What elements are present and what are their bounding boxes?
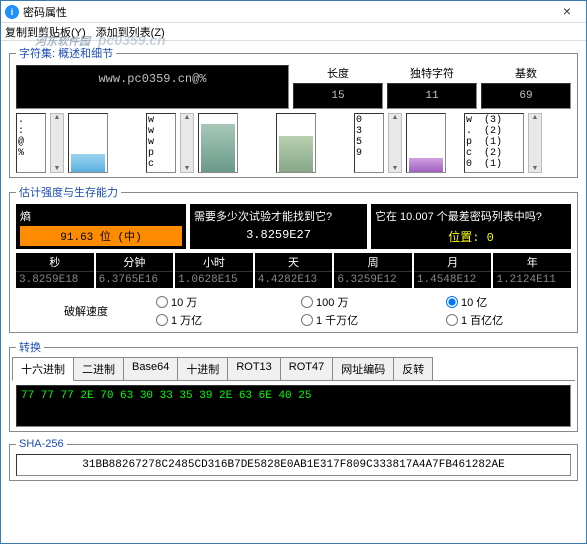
speed-radio[interactable]: 1 百亿亿 xyxy=(446,312,571,328)
tab-2[interactable]: Base64 xyxy=(123,357,178,380)
entropy-value: 91.63 位 (中) xyxy=(20,226,182,246)
base-value: 69 xyxy=(481,83,571,109)
tab-3[interactable]: 十进制 xyxy=(177,357,228,380)
menu-add[interactable]: 添加到列表(Z) xyxy=(96,24,165,40)
scrollbar[interactable] xyxy=(388,113,402,173)
bar-1 xyxy=(68,113,108,173)
time-value: 1.0628E15 xyxy=(175,271,253,288)
worst-value: 位置: 0 xyxy=(375,226,567,247)
section-strength: 估计强度与生存能力 熵 91.63 位 (中) 需要多少次试验才能找到它? 3.… xyxy=(9,184,578,333)
menu-copy[interactable]: 复制到剪贴板(Y) xyxy=(5,24,86,40)
tab-4[interactable]: ROT13 xyxy=(227,357,280,380)
section-sha: SHA-256 31BB88267278C2485CD316B7DE5828E0… xyxy=(9,438,578,481)
speed-radio[interactable]: 1 千万亿 xyxy=(301,312,426,328)
tab-5[interactable]: ROT47 xyxy=(280,357,333,380)
time-header: 天 xyxy=(255,253,333,271)
histogram-row: . : @ % w w w p c 0 3 5 9 w (3) . (2) p … xyxy=(16,113,571,173)
base-label: 基数 xyxy=(515,65,537,81)
time-header: 周 xyxy=(334,253,412,271)
time-value: 6.3765E16 xyxy=(96,271,174,288)
scrollbar[interactable] xyxy=(528,113,542,173)
bar-4 xyxy=(406,113,446,173)
unique-value: 11 xyxy=(387,83,477,109)
convert-legend: 转换 xyxy=(16,339,44,355)
unique-label: 独特字符 xyxy=(410,65,454,81)
tab-6[interactable]: 网址编码 xyxy=(332,357,394,380)
menubar: 复制到剪贴板(Y) 添加到列表(Z) xyxy=(1,23,586,41)
time-header: 秒 xyxy=(16,253,94,271)
titlebar: i 密码属性 × xyxy=(1,1,586,23)
charset-legend: 字符集: 概述和细节 xyxy=(16,45,116,61)
symbol-list-1: . : @ % xyxy=(16,113,46,173)
worst-label: 它在 10.007 个最差密码列表中吗? xyxy=(375,206,567,226)
password-display: www.pc0359.cn@% xyxy=(16,65,289,109)
strength-legend: 估计强度与生存能力 xyxy=(16,184,121,200)
sha-value: 31BB88267278C2485CD316B7DE5828E0AB1E317F… xyxy=(16,454,571,476)
symbol-list-4: w (3) . (2) p (1) c (2) 0 (1) xyxy=(464,113,524,173)
trials-label: 需要多少次试验才能找到它? xyxy=(194,206,363,226)
trials-value: 3.8259E27 xyxy=(194,226,363,244)
app-icon: i xyxy=(5,5,19,19)
speed-radios: 10 万 100 万 10 亿 1 万亿 1 千万亿 1 百亿亿 xyxy=(156,294,571,328)
time-value: 1.2124E11 xyxy=(493,271,571,288)
speed-radio[interactable]: 1 万亿 xyxy=(156,312,281,328)
speed-radio[interactable]: 10 亿 xyxy=(446,294,571,310)
symbol-list-2: w w w p c xyxy=(146,113,176,173)
close-icon[interactable]: × xyxy=(552,3,582,21)
time-value: 3.8259E18 xyxy=(16,271,94,288)
sha-legend: SHA-256 xyxy=(16,438,67,450)
time-value: 4.4282E13 xyxy=(255,271,333,288)
time-header: 分钟 xyxy=(96,253,174,271)
tab-1[interactable]: 二进制 xyxy=(73,357,124,380)
time-row: 秒3.8259E18分钟6.3765E16小时1.0628E15天4.4282E… xyxy=(16,253,571,288)
symbol-list-3: 0 3 5 9 xyxy=(354,113,384,173)
speed-radio[interactable]: 100 万 xyxy=(301,294,426,310)
hex-output: 77 77 77 2E 70 63 30 33 35 39 2E 63 6E 4… xyxy=(16,385,571,427)
tab-7[interactable]: 反转 xyxy=(393,357,433,380)
time-header: 月 xyxy=(414,253,492,271)
length-label: 长度 xyxy=(327,65,349,81)
bar-2 xyxy=(198,113,238,173)
convert-tabs: 十六进制二进制Base64十进制ROT13ROT47网址编码反转 xyxy=(12,357,575,381)
scrollbar[interactable] xyxy=(180,113,194,173)
section-convert: 转换 十六进制二进制Base64十进制ROT13ROT47网址编码反转 77 7… xyxy=(9,339,578,432)
section-charset: 字符集: 概述和细节 www.pc0359.cn@% 长度 15 独特字符 11 基… xyxy=(9,45,578,178)
speed-radio[interactable]: 10 万 xyxy=(156,294,281,310)
bar-3 xyxy=(276,113,316,173)
time-header: 年 xyxy=(493,253,571,271)
time-value: 6.3259E12 xyxy=(334,271,412,288)
scrollbar[interactable] xyxy=(50,113,64,173)
time-header: 小时 xyxy=(175,253,253,271)
speed-label: 破解速度 xyxy=(16,303,156,319)
window-title: 密码属性 xyxy=(23,4,552,20)
time-value: 1.4548E12 xyxy=(414,271,492,288)
entropy-label: 熵 xyxy=(20,206,182,226)
length-value: 15 xyxy=(293,83,383,109)
tab-0[interactable]: 十六进制 xyxy=(12,357,74,381)
